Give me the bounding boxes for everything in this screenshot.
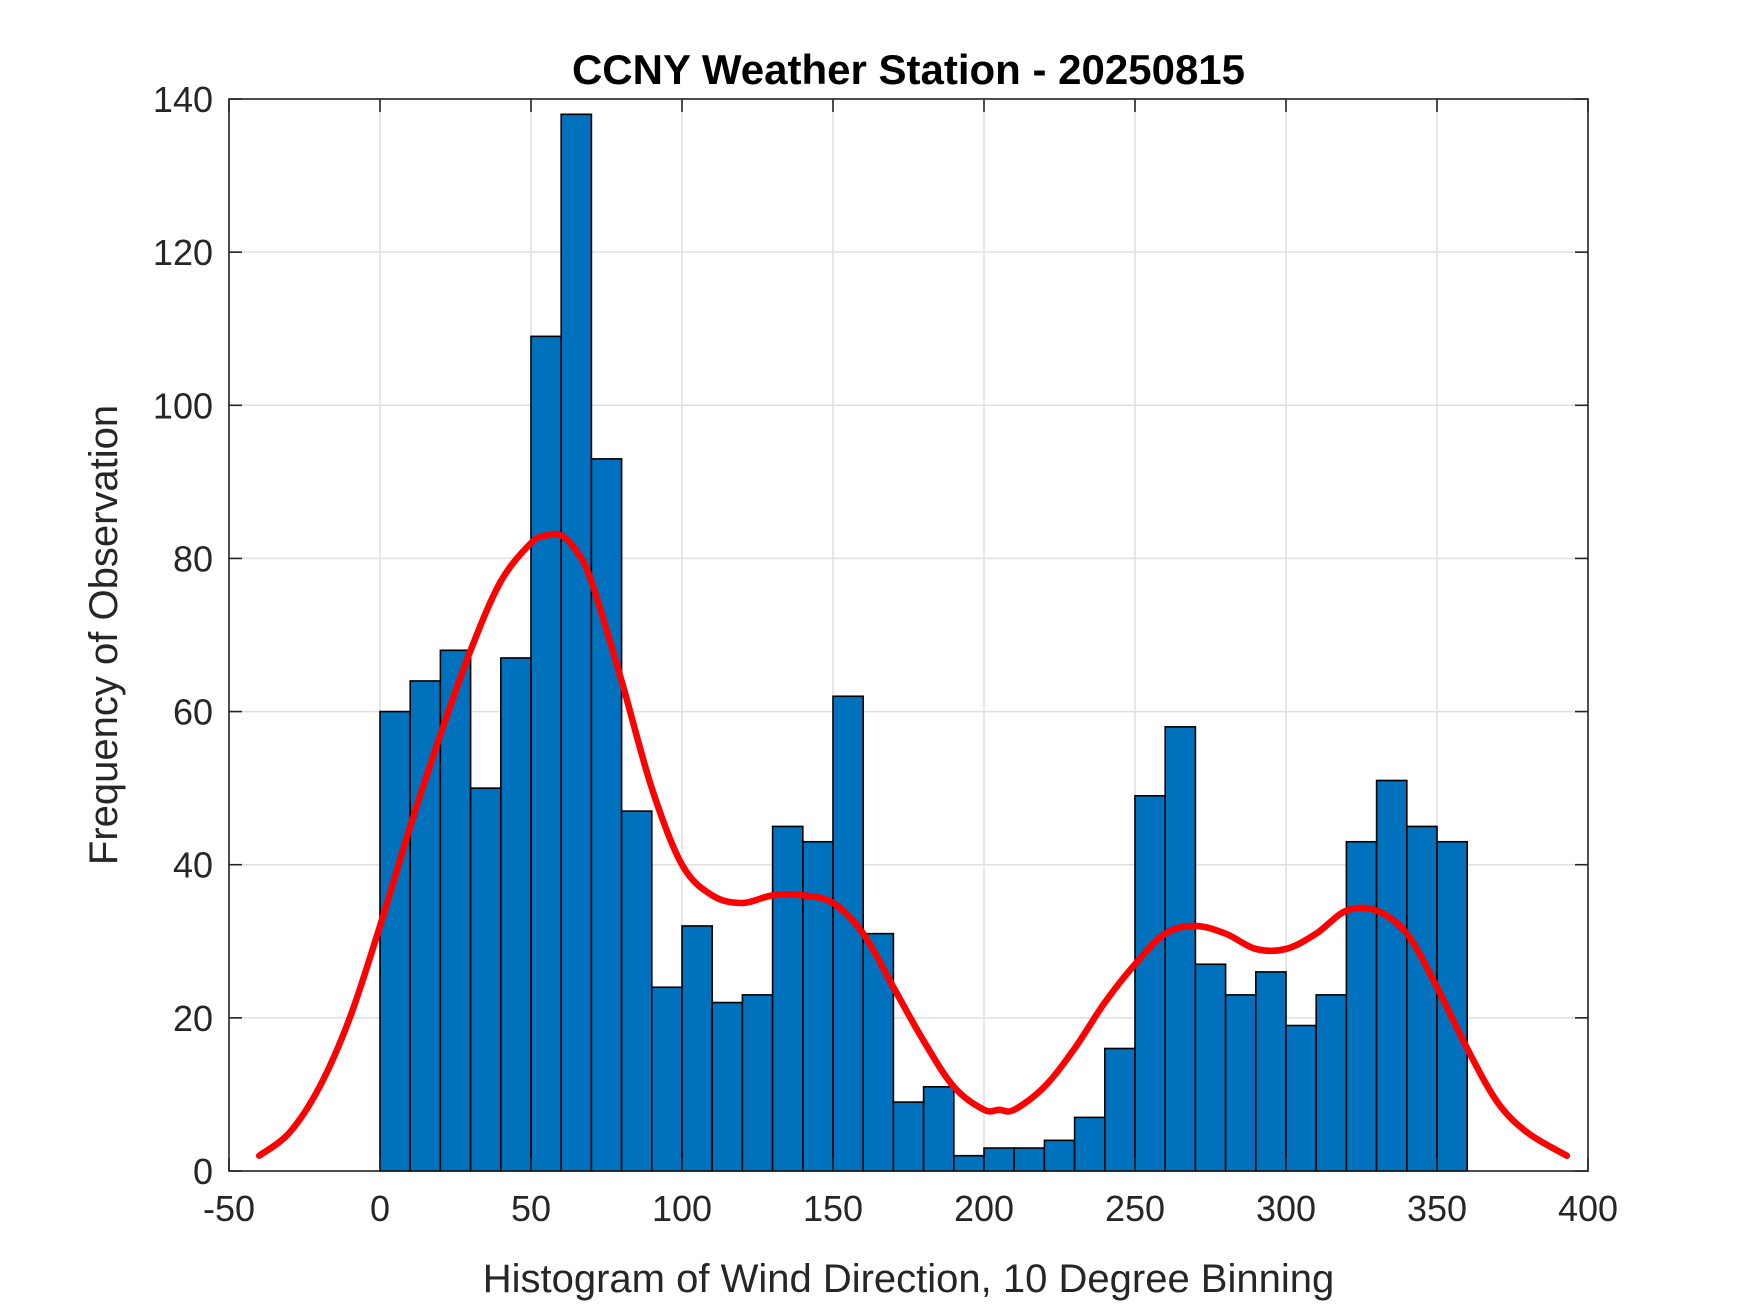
y-tick-label: 140	[153, 79, 213, 120]
histogram-bar	[1436, 840, 1469, 1172]
axes-frame	[228, 98, 1589, 1172]
histogram-bar	[560, 113, 593, 1172]
x-tick-label: 150	[803, 1188, 863, 1229]
histogram-bar	[1255, 971, 1287, 1172]
y-axis-title: Frequency of Observation	[82, 405, 126, 865]
histogram-bar	[530, 335, 563, 1172]
y-tick-label: 40	[173, 845, 213, 886]
tick-marks	[228, 98, 1589, 1172]
y-tick-label: 120	[153, 232, 213, 273]
histogram-bar	[1013, 1147, 1046, 1172]
x-tick-label: 50	[511, 1188, 551, 1229]
y-tick-labels: 0 20 40 60 80 100 120 140	[153, 79, 213, 1192]
histogram-bar	[1406, 825, 1438, 1172]
x-tick-label: 100	[652, 1188, 712, 1229]
histogram-bar	[801, 840, 834, 1172]
histogram-bar	[1164, 726, 1197, 1172]
histogram-bar	[1224, 994, 1257, 1172]
x-tick-label: 200	[954, 1188, 1014, 1229]
histogram-bar	[590, 458, 623, 1172]
x-tick-label: 250	[1105, 1188, 1165, 1229]
y-tick-label: 60	[173, 692, 213, 733]
histogram-bar	[1104, 1047, 1136, 1172]
histogram-bar	[741, 994, 774, 1172]
histogram-bar	[1073, 1116, 1106, 1172]
histogram-bar	[379, 710, 412, 1172]
histogram-bar	[922, 1085, 955, 1172]
histogram-bars	[379, 113, 1469, 1172]
histogram-bar	[771, 825, 804, 1172]
histogram-bar	[439, 649, 472, 1172]
histogram-bar	[1194, 963, 1227, 1172]
chart-title: CCNY Weather Station - 20250815	[572, 46, 1245, 93]
x-tick-label: 300	[1256, 1188, 1316, 1229]
histogram-bar	[1285, 1024, 1318, 1172]
histogram-bar	[499, 657, 532, 1172]
histogram-bar	[832, 695, 865, 1172]
histogram-bar	[620, 810, 653, 1172]
histogram-bar	[1043, 1139, 1076, 1172]
y-tick-label: 100	[153, 385, 213, 426]
histogram-bar	[409, 680, 442, 1172]
density-curve-layer	[255, 530, 1571, 1159]
histogram-bar	[1375, 779, 1408, 1172]
histogram-bar	[650, 986, 683, 1172]
y-tick-label: 80	[173, 538, 213, 579]
y-tick-label: 20	[173, 998, 213, 1039]
histogram-bar	[1134, 794, 1167, 1172]
histogram-bar	[952, 1154, 985, 1172]
histogram-bar	[892, 1101, 925, 1172]
axes-box	[228, 98, 1589, 1172]
histogram-bar	[862, 932, 895, 1172]
density-curve	[255, 530, 1571, 1159]
histogram-bar	[1315, 994, 1348, 1172]
histogram-bar	[711, 1001, 744, 1172]
histogram-bar	[1345, 840, 1378, 1172]
histogram-bar	[469, 787, 502, 1172]
x-tick-labels: -50 0 50 100 150 200 250 300 350 400	[203, 1188, 1618, 1229]
x-tick-label: 350	[1407, 1188, 1467, 1229]
x-axis-title: Histogram of Wind Direction, 10 Degree B…	[483, 1257, 1335, 1301]
histogram-bar	[681, 925, 714, 1172]
y-tick-label: 0	[193, 1151, 213, 1192]
x-tick-label: 400	[1558, 1188, 1618, 1229]
x-tick-label: 0	[370, 1188, 390, 1229]
histogram-bar	[983, 1147, 1016, 1172]
x-tick-label: -50	[203, 1188, 255, 1229]
